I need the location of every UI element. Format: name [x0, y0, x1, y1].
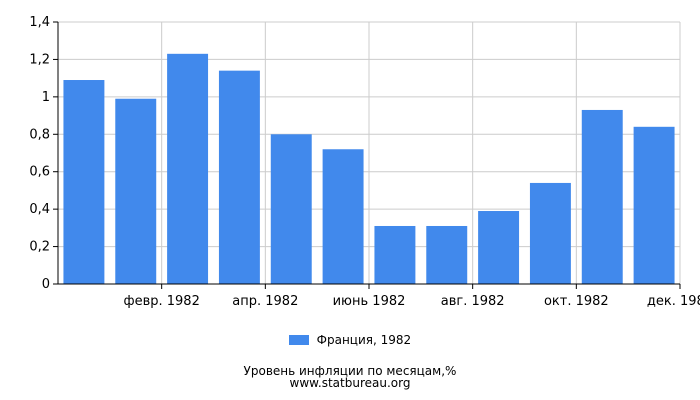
bar — [633, 126, 675, 284]
legend: Франция, 1982 — [0, 333, 700, 347]
bar — [115, 98, 157, 284]
x-tick-label: апр. 1982 — [232, 294, 298, 309]
y-tick-label: 0,4 — [29, 202, 50, 217]
y-tick-label: 0,2 — [29, 240, 50, 255]
x-axis-tick-labels: февр. 1982 апр. 1982 июнь 1982 авг. 1982 окт… — [123, 294, 700, 309]
x-tick-label: дек. 1982 — [647, 294, 700, 309]
bar — [529, 182, 571, 284]
grid-lines — [58, 21, 681, 284]
x-tick-label: авг. 1982 — [441, 294, 505, 309]
legend-swatch — [288, 334, 309, 345]
bar — [426, 225, 468, 284]
bar — [374, 225, 416, 284]
y-axis-tick-labels: 0 0,2 0,4 0,6 0,8 1 1,2 1,4 — [29, 15, 50, 292]
y-tick-label: 1,2 — [29, 52, 50, 67]
y-tick-label: 1,4 — [29, 15, 50, 30]
bar — [581, 109, 623, 284]
bar — [167, 53, 209, 284]
bar — [218, 70, 260, 285]
chart-source: www.statbureau.org — [289, 376, 411, 390]
bar — [270, 134, 312, 284]
y-tick-label: 0 — [42, 277, 50, 292]
x-tick-label: февр. 1982 — [123, 294, 199, 309]
x-tick-label: июнь 1982 — [333, 294, 406, 309]
x-tick-label: окт. 1982 — [544, 294, 609, 309]
bars — [63, 53, 675, 285]
y-tick-label: 0,8 — [29, 127, 50, 142]
y-tick-label: 1 — [42, 90, 50, 105]
bar — [322, 149, 364, 284]
y-tick-label: 0,6 — [29, 165, 50, 180]
chart-title: Уровень инфляции по месяцам,% — [243, 364, 457, 378]
legend-label: Франция, 1982 — [316, 333, 412, 347]
bar — [478, 211, 520, 284]
bar — [63, 80, 105, 284]
axes — [53, 21, 681, 289]
